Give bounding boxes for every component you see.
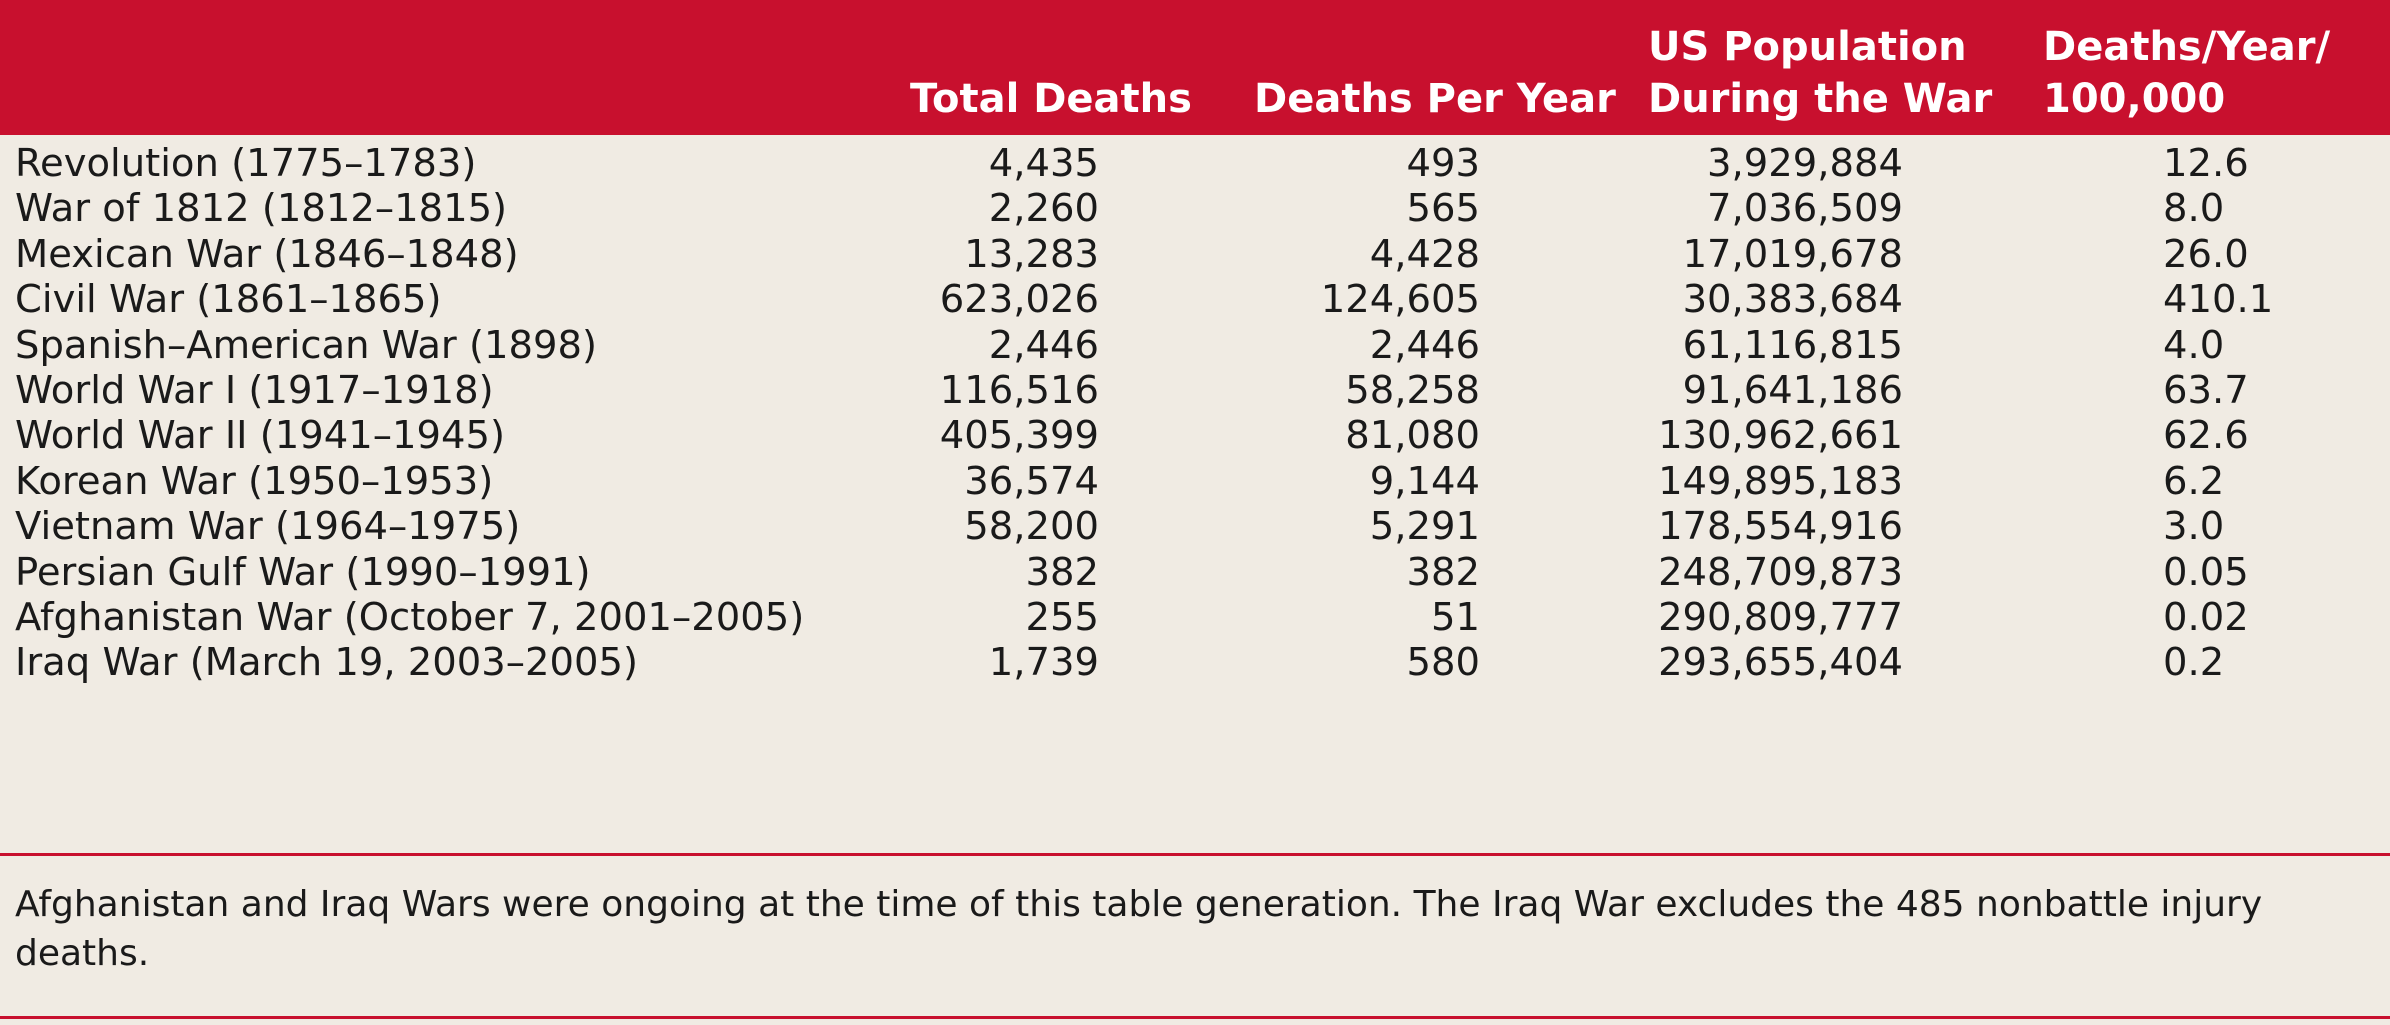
war-name-cell: Persian Gulf War (1990–1991) [15, 549, 591, 595]
deaths-per-year-cell: 382 [1406, 549, 1481, 595]
total-deaths-cell: 36,574 [964, 458, 1099, 504]
header-rate-line1: Deaths/Year/ [2043, 24, 2331, 70]
rate-cell: 62.6 [2163, 413, 2249, 459]
rate-cell: 12.6 [2163, 141, 2249, 186]
header-deaths-per-year-label: Deaths Per Year [1254, 76, 1616, 122]
deaths-per-year-cell: 58,258 [1345, 367, 1480, 413]
rate-cell: 6.2 [2163, 458, 2225, 504]
deaths-per-year-cell: 9,144 [1369, 458, 1480, 504]
total-deaths-cell: 405,399 [939, 413, 1099, 459]
rate-cell: 26.0 [2163, 231, 2249, 277]
header-us-population-line1: US Population [1648, 24, 1967, 70]
total-deaths-cell: 1,739 [988, 640, 1099, 686]
population-cell: 293,655,404 [1658, 640, 1903, 686]
rate-cell: 4.0 [2163, 322, 2225, 368]
deaths-per-year-cell: 51 [1431, 594, 1480, 640]
population-cell: 130,962,661 [1658, 413, 1903, 459]
war-name-cell: Civil War (1861–1865) [15, 277, 442, 323]
header-total-deaths: Total Deaths [910, 73, 1192, 125]
population-cell: 17,019,678 [1682, 231, 1903, 277]
deaths-per-year-cell: 493 [1406, 141, 1481, 186]
header-total-deaths-label: Total Deaths [910, 76, 1192, 122]
population-cell: 248,709,873 [1658, 549, 1903, 595]
header-deaths-per-year: Deaths Per Year [1254, 73, 1616, 125]
war-name-cell: Mexican War (1846–1848) [15, 231, 519, 277]
total-deaths-cell: 382 [1025, 549, 1100, 595]
deaths-per-year-cell: 124,605 [1320, 277, 1480, 323]
population-cell: 149,895,183 [1658, 458, 1903, 504]
population-cell: 61,116,815 [1682, 322, 1903, 368]
table-row: Revolution (1775–1783) 4,435 493 3,929,8… [0, 141, 2390, 186]
header-rate-line2: 100,000 [2043, 76, 2226, 122]
rate-cell: 0.05 [2163, 549, 2249, 595]
table-row: Persian Gulf War (1990–1991) 382 382 248… [0, 550, 2390, 595]
header-rate: Deaths/Year/ 100,000 [2043, 21, 2330, 125]
total-deaths-cell: 13,283 [964, 231, 1099, 277]
population-cell: 91,641,186 [1682, 367, 1903, 413]
total-deaths-cell: 4,435 [988, 141, 1099, 186]
population-cell: 3,929,884 [1707, 141, 1903, 186]
total-deaths-cell: 255 [1025, 594, 1100, 640]
header-us-population-line2: During the War [1648, 76, 1993, 122]
table-row: Iraq War (March 19, 2003–2005) 1,739 580… [0, 640, 2390, 685]
war-name-cell: Revolution (1775–1783) [15, 141, 477, 186]
war-name-cell: Korean War (1950–1953) [15, 458, 494, 504]
deaths-per-year-cell: 5,291 [1369, 504, 1480, 550]
war-name-cell: Spanish–American War (1898) [15, 322, 598, 368]
table-row: Spanish–American War (1898) 2,446 2,446 … [0, 323, 2390, 368]
table-row: World War I (1917–1918) 116,516 58,258 9… [0, 368, 2390, 413]
table-header: Total Deaths Deaths Per Year US Populati… [0, 0, 2390, 135]
total-deaths-cell: 2,446 [988, 322, 1099, 368]
war-name-cell: War of 1812 (1812–1815) [15, 186, 508, 232]
rate-cell: 0.2 [2163, 640, 2225, 686]
table-bottom-rule [0, 853, 2390, 856]
table-row: World War II (1941–1945) 405,399 81,080 … [0, 413, 2390, 458]
deaths-per-year-cell: 580 [1406, 640, 1481, 686]
table-row: Mexican War (1846–1848) 13,283 4,428 17,… [0, 232, 2390, 277]
deaths-per-year-cell: 2,446 [1369, 322, 1480, 368]
population-cell: 7,036,509 [1707, 186, 1903, 232]
deaths-per-year-cell: 565 [1406, 186, 1481, 232]
rate-cell: 63.7 [2163, 367, 2249, 413]
population-cell: 290,809,777 [1658, 594, 1903, 640]
war-name-cell: Vietnam War (1964–1975) [15, 504, 521, 550]
table-footnote: Afghanistan and Iraq Wars were ongoing a… [15, 884, 2263, 974]
table-body: Revolution (1775–1783) 4,435 493 3,929,8… [0, 141, 2390, 686]
rate-cell: 8.0 [2163, 186, 2225, 232]
war-name-cell: Iraq War (March 19, 2003–2005) [15, 640, 639, 686]
total-deaths-cell: 58,200 [964, 504, 1099, 550]
rate-cell: 3.0 [2163, 504, 2225, 550]
deaths-per-year-cell: 81,080 [1345, 413, 1480, 459]
rate-cell: 0.02 [2163, 594, 2249, 640]
rate-cell: 410.1 [2163, 277, 2274, 323]
population-cell: 30,383,684 [1682, 277, 1903, 323]
total-deaths-cell: 2,260 [988, 186, 1099, 232]
war-name-cell: World War I (1917–1918) [15, 367, 494, 413]
population-cell: 178,554,916 [1658, 504, 1903, 550]
header-us-population: US Population During the War [1648, 21, 1992, 125]
table-row: Vietnam War (1964–1975) 58,200 5,291 178… [0, 504, 2390, 549]
table-row: Afghanistan War (October 7, 2001–2005) 2… [0, 595, 2390, 640]
war-name-cell: Afghanistan War (October 7, 2001–2005) [15, 594, 805, 640]
table-row: War of 1812 (1812–1815) 2,260 565 7,036,… [0, 186, 2390, 231]
table-row: Civil War (1861–1865) 623,026 124,605 30… [0, 277, 2390, 322]
deaths-per-year-cell: 4,428 [1369, 231, 1480, 277]
table-row: Korean War (1950–1953) 36,574 9,144 149,… [0, 459, 2390, 504]
footnote-bottom-rule [0, 1016, 2390, 1019]
total-deaths-cell: 623,026 [939, 277, 1099, 323]
total-deaths-cell: 116,516 [939, 367, 1099, 413]
war-name-cell: World War II (1941–1945) [15, 413, 506, 459]
